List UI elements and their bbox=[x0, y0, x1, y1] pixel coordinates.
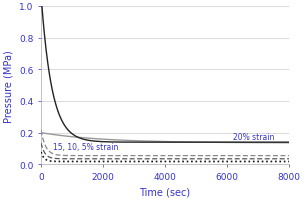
Y-axis label: Pressure (MPa): Pressure (MPa) bbox=[3, 50, 13, 122]
Text: 15, 10, 5% strain: 15, 10, 5% strain bbox=[53, 142, 118, 151]
Text: 20% strain: 20% strain bbox=[233, 132, 275, 141]
X-axis label: Time (sec): Time (sec) bbox=[140, 187, 191, 197]
